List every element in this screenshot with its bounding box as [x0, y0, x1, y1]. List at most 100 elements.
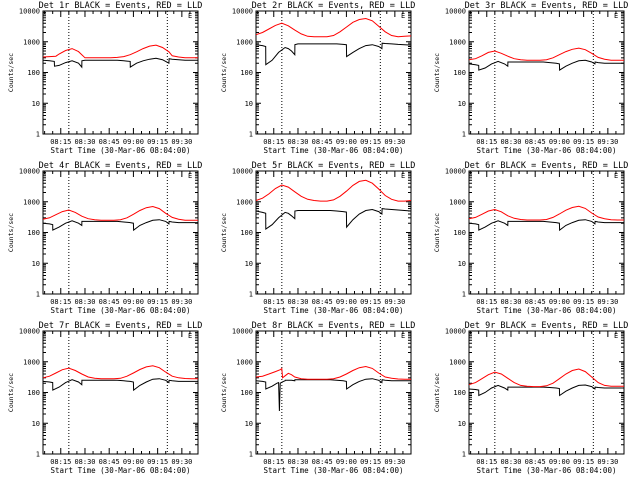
- y-axis-label: Counts/sec: [433, 53, 441, 92]
- x-tick-label: 09:30: [384, 138, 405, 146]
- edge-marker: E: [401, 172, 405, 180]
- x-tick-label: 09:00: [549, 138, 570, 146]
- y-tick-label: 10: [245, 260, 253, 268]
- series-line-events: [255, 42, 412, 66]
- y-tick-label: 10000: [445, 328, 466, 336]
- series-line-lld: [42, 44, 198, 59]
- y-tick-label: 100: [27, 389, 40, 397]
- y-tick-label: 10: [458, 260, 466, 268]
- x-tick-label: 08:45: [99, 138, 120, 146]
- x-axis-label: Start Time (30-Mar-06 08:04:00): [51, 466, 191, 475]
- x-tick-label: 09:15: [147, 138, 168, 146]
- y-axis-label: Counts/sec: [220, 213, 228, 252]
- series-line-lld: [255, 179, 412, 202]
- y-tick-label: 1000: [449, 358, 466, 366]
- y-tick-label: 1000: [236, 358, 253, 366]
- y-tick-label: 1: [36, 131, 40, 139]
- series-line-lld: [42, 365, 198, 380]
- y-tick-label: 1: [249, 291, 253, 299]
- y-axis-label: Counts/sec: [433, 373, 441, 412]
- y-tick-label: 10000: [445, 8, 466, 16]
- y-tick-label: 100: [27, 69, 40, 77]
- y-tick-label: 100: [240, 389, 253, 397]
- x-tick-label: 08:15: [263, 458, 284, 466]
- x-tick-label: 09:15: [573, 138, 594, 146]
- x-tick-label: 09:15: [360, 298, 381, 306]
- y-tick-label: 100: [453, 229, 466, 237]
- x-axis-label: Start Time (30-Mar-06 08:04:00): [477, 306, 617, 315]
- x-tick-label: 08:15: [476, 458, 497, 466]
- x-tick-label: 09:30: [597, 138, 618, 146]
- series-line-lld: [468, 47, 624, 61]
- y-axis-label: Counts/sec: [7, 373, 15, 412]
- y-axis-label: Counts/sec: [220, 373, 228, 412]
- x-tick-label: 09:00: [336, 458, 357, 466]
- x-axis-label: Start Time (30-Mar-06 08:04:00): [477, 466, 617, 475]
- y-tick-label: 100: [240, 69, 253, 77]
- x-tick-label: 08:30: [500, 298, 521, 306]
- y-tick-label: 10000: [19, 8, 40, 16]
- x-tick-label: 08:45: [312, 138, 333, 146]
- plot-frame: [42, 330, 199, 455]
- series-line-lld: [468, 368, 624, 388]
- x-tick-label: 09:15: [360, 458, 381, 466]
- x-tick-label: 08:30: [287, 458, 308, 466]
- y-tick-label: 10000: [445, 168, 466, 176]
- y-tick-label: 1: [462, 131, 466, 139]
- x-tick-label: 08:15: [263, 298, 284, 306]
- series-line-events: [468, 219, 624, 232]
- x-tick-label: 08:45: [99, 298, 120, 306]
- x-tick-label: 08:45: [525, 138, 546, 146]
- y-tick-label: 1000: [236, 38, 253, 46]
- y-axis-label: Counts/sec: [220, 53, 228, 92]
- y-tick-label: 100: [240, 229, 253, 237]
- x-axis-label: Start Time (30-Mar-06 08:04:00): [264, 466, 404, 475]
- y-tick-label: 1000: [449, 38, 466, 46]
- x-tick-label: 09:30: [171, 458, 192, 466]
- plot-frame: [468, 170, 625, 295]
- x-axis-label: Start Time (30-Mar-06 08:04:00): [264, 306, 404, 315]
- plot-frame: [42, 170, 199, 295]
- x-tick-label: 08:30: [74, 458, 95, 466]
- x-tick-label: 09:00: [123, 138, 144, 146]
- x-tick-label: 08:45: [312, 298, 333, 306]
- panel-title: Det 9r BLACK = Events, RED = LLD: [465, 321, 629, 331]
- x-tick-label: 08:45: [525, 458, 546, 466]
- x-tick-label: 09:30: [384, 458, 405, 466]
- y-tick-label: 10: [32, 260, 40, 268]
- series-line-lld: [468, 205, 624, 221]
- series-line-lld: [255, 365, 411, 380]
- edge-marker: E: [401, 332, 405, 340]
- y-tick-label: 1000: [23, 198, 40, 206]
- y-tick-label: 10000: [19, 168, 40, 176]
- edge-marker: E: [614, 12, 618, 20]
- x-tick-label: 08:15: [50, 298, 71, 306]
- series-line-events: [255, 208, 412, 230]
- series-line-events: [42, 57, 198, 69]
- x-tick-label: 09:30: [384, 298, 405, 306]
- y-tick-label: 1: [249, 451, 253, 459]
- y-tick-label: 10: [458, 420, 466, 428]
- x-tick-label: 09:00: [336, 298, 357, 306]
- panel-title: Det 4r BLACK = Events, RED = LLD: [39, 161, 203, 171]
- x-tick-label: 08:30: [74, 298, 95, 306]
- y-tick-label: 10: [32, 420, 40, 428]
- y-tick-label: 10000: [232, 8, 253, 16]
- y-tick-label: 10: [32, 100, 40, 108]
- x-tick-label: 09:00: [549, 298, 570, 306]
- x-tick-label: 09:15: [147, 458, 168, 466]
- x-axis-label: Start Time (30-Mar-06 08:04:00): [264, 146, 404, 155]
- x-axis-label: Start Time (30-Mar-06 08:04:00): [477, 146, 617, 155]
- edge-marker: E: [188, 12, 192, 20]
- edge-marker: E: [401, 12, 405, 20]
- x-tick-label: 08:15: [50, 458, 71, 466]
- y-tick-label: 10: [458, 100, 466, 108]
- x-tick-label: 09:30: [171, 298, 192, 306]
- x-tick-label: 09:30: [171, 138, 192, 146]
- series-line-events: [468, 384, 624, 397]
- panel-title: Det 2r BLACK = Events, RED = LLD: [252, 1, 416, 11]
- x-tick-label: 09:15: [573, 458, 594, 466]
